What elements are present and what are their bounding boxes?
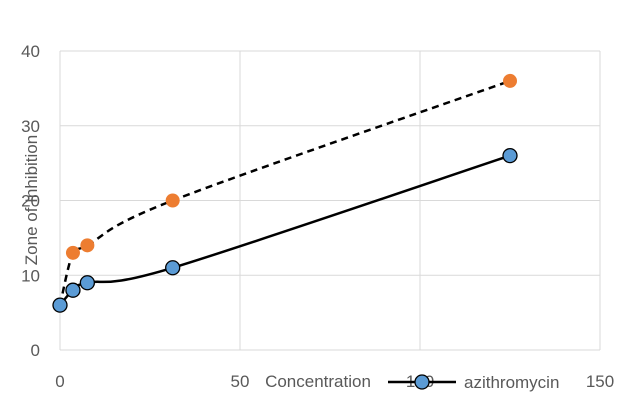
data-point-series-0	[503, 73, 517, 88]
legend-swatch-marker	[414, 374, 430, 390]
data-point-series-1	[65, 282, 81, 298]
legend-entry: azithromycin	[388, 373, 559, 392]
data-point-series-1	[165, 260, 181, 276]
data-point-series-0	[65, 245, 80, 260]
data-point-series-0	[165, 193, 180, 208]
data-point-series-0	[80, 238, 95, 253]
y-tick-label: 0	[31, 341, 40, 360]
series-line-0	[58, 79, 511, 306]
y-tick-label: 40	[21, 42, 40, 61]
x-tick-label: 0	[55, 372, 64, 391]
y-tick-label: 20	[21, 192, 40, 211]
x-tick-label: 50	[231, 372, 250, 391]
series-line-1	[59, 154, 511, 306]
y-axis-label: Zone of Inhibition	[22, 135, 41, 265]
y-tick-label: 30	[21, 117, 40, 136]
x-axis-label: Concentration	[265, 372, 371, 391]
marker-layer	[52, 73, 518, 313]
legend-label: azithromycin	[464, 373, 559, 392]
x-tick-label: 150	[586, 372, 614, 391]
grid-layer	[59, 50, 601, 351]
data-point-series-1	[502, 147, 518, 164]
data-point-series-1	[52, 297, 68, 313]
y-tick-label: 10	[21, 266, 40, 285]
legend: azithromycin	[388, 373, 559, 392]
tick-label-layer: 010203040050100150	[21, 42, 614, 391]
series-layer	[58, 79, 511, 306]
data-point-series-1	[79, 275, 96, 291]
